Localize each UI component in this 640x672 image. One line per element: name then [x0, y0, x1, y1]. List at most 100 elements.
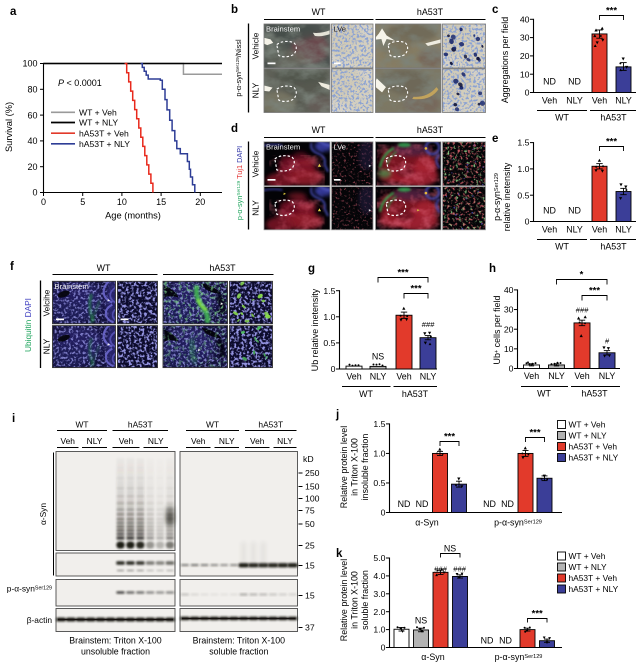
svg-text:relative inetensity: relative inetensity: [502, 162, 512, 231]
svg-text:1.0: 1.0: [323, 312, 335, 322]
svg-text:37: 37: [305, 623, 315, 633]
svg-text:Aggregations per field: Aggregations per field: [500, 17, 510, 103]
svg-text:5.0: 5.0: [373, 553, 385, 563]
svg-text:Relative protein level: Relative protein level: [339, 559, 349, 641]
svg-text:i: i: [12, 413, 15, 425]
svg-text:Survival (%): Survival (%): [4, 102, 14, 152]
svg-text:ND: ND: [568, 76, 581, 86]
svg-text:###: ###: [434, 565, 447, 574]
svg-text:WT: WT: [312, 7, 326, 17]
svg-text:b: b: [231, 4, 238, 16]
svg-text:Ub relative inetensity: Ub relative inetensity: [310, 288, 320, 371]
svg-text:NLY: NLY: [219, 436, 235, 446]
svg-text:15: 15: [156, 197, 166, 207]
svg-text:WT: WT: [206, 420, 219, 430]
svg-text:1.5: 1.5: [373, 419, 385, 429]
svg-text:hA53T + Veh: hA53T + Veh: [79, 128, 129, 138]
svg-text:Veh: Veh: [592, 225, 607, 235]
svg-text:NLY: NLY: [277, 436, 293, 446]
svg-text:Ubiquitin DAPI: Ubiquitin DAPI: [23, 298, 33, 352]
svg-text:30: 30: [520, 33, 530, 43]
svg-text:ND: ND: [416, 499, 429, 509]
svg-text:60: 60: [27, 110, 37, 120]
svg-text:NLY: NLY: [370, 372, 387, 382]
svg-text:Veh: Veh: [346, 372, 361, 382]
svg-text:WT: WT: [537, 389, 551, 399]
svg-text:hA53T: hA53T: [600, 113, 627, 123]
svg-text:ND: ND: [568, 205, 581, 215]
svg-text:NLY: NLY: [566, 225, 583, 235]
svg-text:WT: WT: [312, 125, 326, 135]
svg-text:hA53T + NLY: hA53T + NLY: [569, 584, 619, 594]
svg-text:Veh: Veh: [119, 436, 134, 446]
svg-text:β-actin: β-actin: [27, 615, 53, 625]
svg-text:40: 40: [504, 285, 514, 295]
svg-text:1.0: 1.0: [517, 164, 529, 174]
svg-text:0: 0: [525, 88, 530, 98]
svg-text:NLY: NLY: [615, 96, 632, 106]
svg-text:0: 0: [32, 188, 37, 198]
svg-text:0: 0: [381, 508, 386, 518]
svg-text:a: a: [10, 6, 17, 18]
svg-text:p-α-synSer129: p-α-synSer129: [495, 652, 543, 662]
svg-text:WT + NLY: WT + NLY: [569, 562, 607, 572]
svg-text:j: j: [335, 409, 339, 421]
svg-text:p-α-synSer129: p-α-synSer129: [492, 173, 502, 221]
svg-text:NLY: NLY: [251, 82, 261, 98]
svg-text:hA53T + Veh: hA53T + Veh: [569, 442, 618, 452]
svg-text:p-α-synSer129/Nissl: p-α-synSer129/Nissl: [234, 39, 243, 97]
svg-text:Veh: Veh: [542, 96, 557, 106]
svg-text:c: c: [492, 4, 499, 16]
svg-text:100: 100: [305, 494, 320, 504]
svg-text:hA53T: hA53T: [258, 420, 283, 430]
svg-text:NLY: NLY: [251, 200, 261, 216]
svg-text:WT: WT: [555, 113, 569, 123]
svg-text:f: f: [10, 261, 14, 273]
svg-text:ND: ND: [499, 636, 512, 646]
svg-text:Relative protein level: Relative protein level: [339, 426, 349, 508]
svg-text:10: 10: [504, 344, 514, 354]
svg-text:WT: WT: [97, 263, 111, 273]
svg-text:1.0: 1.0: [373, 449, 385, 459]
svg-text:30: 30: [504, 305, 514, 315]
svg-text:20: 20: [195, 197, 205, 207]
svg-text:Velcihe: Velcihe: [42, 289, 52, 316]
svg-text:#: #: [605, 337, 610, 346]
svg-text:NS: NS: [415, 616, 427, 626]
svg-text:25: 25: [305, 541, 315, 551]
svg-text:***: ***: [397, 267, 408, 278]
svg-text:0: 0: [381, 643, 386, 653]
svg-text:20: 20: [504, 324, 514, 334]
svg-text:ND: ND: [483, 499, 496, 509]
svg-text:Vehicle: Vehicle: [251, 150, 261, 177]
svg-text:40: 40: [27, 136, 37, 146]
svg-text:15: 15: [305, 561, 315, 571]
svg-text:hA53T: hA53T: [417, 125, 444, 135]
svg-text:80: 80: [27, 85, 37, 95]
svg-text:NS: NS: [444, 543, 456, 553]
svg-text:0: 0: [525, 217, 530, 227]
svg-text:Ub+ cells per field: Ub+ cells per field: [492, 295, 502, 364]
svg-text:***: ***: [444, 431, 455, 442]
svg-text:***: ***: [529, 427, 540, 438]
svg-text:α-Syn: α-Syn: [38, 503, 48, 525]
svg-text:ND: ND: [543, 76, 556, 86]
svg-text:WT + NLY: WT + NLY: [569, 431, 607, 441]
svg-text:***: ***: [410, 283, 421, 294]
svg-text:###: ###: [422, 320, 435, 329]
svg-text:15: 15: [305, 591, 315, 601]
svg-text:Veh: Veh: [524, 371, 539, 381]
svg-text:0: 0: [509, 364, 514, 374]
svg-text:0.5: 0.5: [373, 478, 385, 488]
svg-text:***: ***: [606, 136, 617, 147]
svg-text:α-Syn: α-Syn: [421, 652, 444, 662]
svg-text:5: 5: [80, 197, 85, 207]
svg-text:WT + Veh: WT + Veh: [569, 420, 606, 430]
svg-text:ND: ND: [543, 205, 556, 215]
svg-text:Veh: Veh: [396, 372, 411, 382]
svg-text:40: 40: [520, 14, 530, 24]
svg-text:3.0: 3.0: [373, 589, 385, 599]
svg-text:soluble fraction: soluble fraction: [209, 647, 268, 657]
svg-text:NLY: NLY: [615, 225, 632, 235]
svg-text:NLY: NLY: [87, 436, 103, 446]
